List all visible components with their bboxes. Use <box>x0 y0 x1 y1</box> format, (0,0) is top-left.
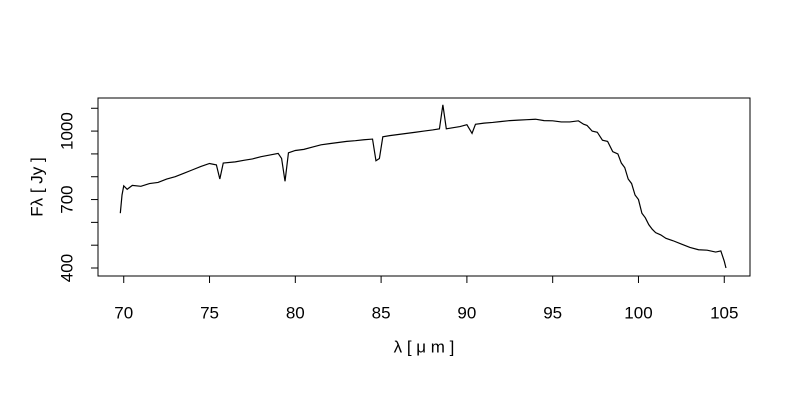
x-tick-label: 95 <box>543 303 562 322</box>
x-tick-label: 70 <box>114 303 133 322</box>
x-tick-label: 90 <box>457 303 476 322</box>
x-tick-label: 105 <box>710 303 738 322</box>
y-tick-label: 1000 <box>57 112 76 150</box>
x-tick-label: 80 <box>286 303 305 322</box>
x-tick-label: 100 <box>624 303 652 322</box>
plot-frame <box>97 97 751 277</box>
x-tick-label: 85 <box>372 303 391 322</box>
x-axis-label: λ [ μ m ] <box>394 337 455 356</box>
y-tick-label: 400 <box>57 254 76 282</box>
x-tick-label: 75 <box>200 303 219 322</box>
y-tick-label: 700 <box>57 185 76 213</box>
y-axis-label: Fλ [ Jy ] <box>27 157 46 217</box>
spectrum-line <box>119 104 727 269</box>
